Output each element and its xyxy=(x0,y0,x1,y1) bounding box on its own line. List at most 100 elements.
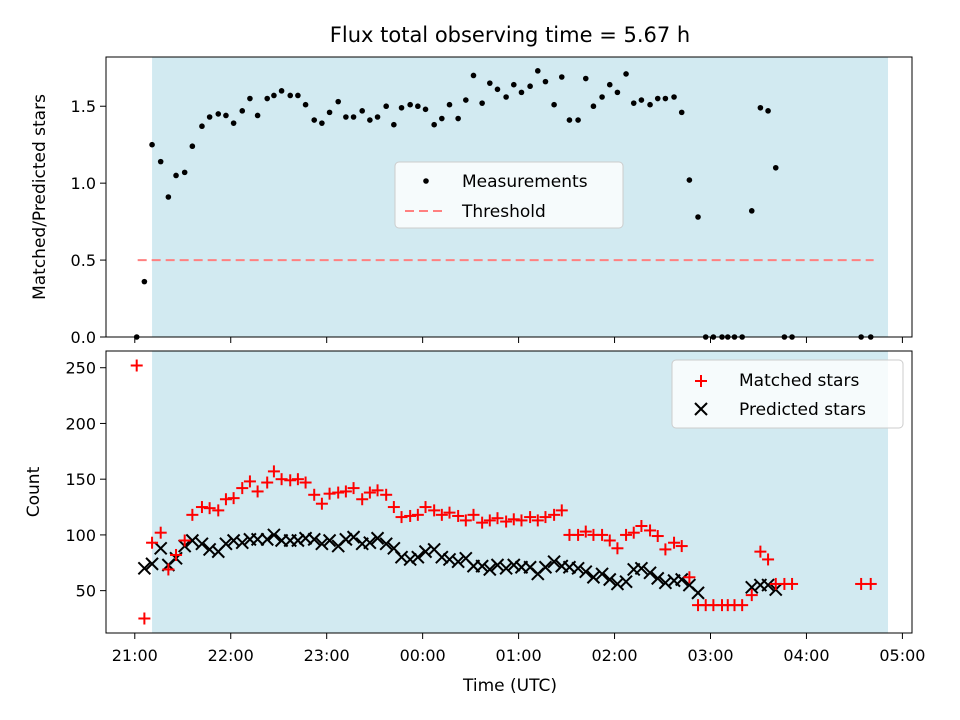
count-points xyxy=(130,359,877,625)
measurement-point xyxy=(319,120,325,126)
measurement-point xyxy=(326,109,333,116)
legend-predicted-label: Predicted stars xyxy=(739,400,866,420)
matched-point xyxy=(754,545,767,558)
matched-point xyxy=(745,589,758,602)
matched-point xyxy=(236,482,249,495)
measurement-point xyxy=(446,101,453,108)
matched-point xyxy=(227,492,240,505)
y-tick-label: 0.5 xyxy=(71,251,96,270)
matched-point xyxy=(507,513,520,526)
y-tick-label: 200 xyxy=(65,414,96,433)
measurement-point xyxy=(374,114,381,120)
legend-measurements-marker xyxy=(423,178,429,184)
predicted-point xyxy=(538,560,553,574)
predicted-point xyxy=(571,561,585,576)
matched-point xyxy=(419,501,432,514)
measurement-point xyxy=(479,100,485,106)
measurement-point xyxy=(295,92,301,99)
predicted-point xyxy=(153,541,168,555)
measurement-point xyxy=(149,141,155,148)
measurement-point xyxy=(678,109,685,116)
predicted-point xyxy=(603,572,617,587)
bottom-legend-box xyxy=(671,359,904,429)
measurement-point xyxy=(654,95,661,102)
x-tick-label: 22:00 xyxy=(208,646,254,665)
y-tick-label: 0.0 xyxy=(71,328,96,347)
matched-point xyxy=(539,511,552,524)
matched-point xyxy=(261,476,274,489)
x-tick-label: 01:00 xyxy=(496,646,542,665)
matched-point xyxy=(548,508,561,521)
matched-point xyxy=(515,514,528,527)
matched-point xyxy=(736,599,749,612)
matched-point xyxy=(762,553,775,566)
top-y-ticks: 0.0 0.5 1.0 1.5 xyxy=(71,97,106,347)
matched-point xyxy=(291,473,304,486)
predicted-point xyxy=(675,572,689,587)
matched-point xyxy=(555,504,568,517)
matched-point xyxy=(339,485,352,498)
measurement-point xyxy=(748,208,755,214)
matched-point xyxy=(203,502,216,515)
predicted-point xyxy=(586,570,601,584)
measurement-point xyxy=(772,164,779,171)
measurements-points xyxy=(133,68,874,340)
measurement-point xyxy=(335,98,342,105)
predicted-point xyxy=(634,561,649,576)
measurement-point xyxy=(638,97,645,103)
measurement-point xyxy=(287,92,294,99)
matched-point xyxy=(452,509,465,522)
legend-matched-marker xyxy=(695,375,707,387)
top-x-ticks xyxy=(134,337,903,343)
measurement-point xyxy=(181,169,188,176)
measurement-point xyxy=(439,115,445,122)
predicted-point xyxy=(658,576,673,590)
measurement-point xyxy=(647,101,653,108)
measurement-point xyxy=(542,78,549,85)
matched-point xyxy=(603,534,616,547)
matched-point xyxy=(186,508,199,521)
legend-matched-label: Matched stars xyxy=(739,371,859,391)
measurement-point xyxy=(558,74,565,80)
predicted-point xyxy=(651,571,665,586)
matched-point xyxy=(572,528,585,541)
measurement-point xyxy=(271,92,277,99)
predicted-point xyxy=(547,554,561,569)
measurement-point xyxy=(695,214,701,220)
measurement-point xyxy=(470,72,477,79)
measurement-point xyxy=(518,89,525,96)
matched-point xyxy=(620,528,633,541)
matched-point xyxy=(668,536,681,549)
predicted-point xyxy=(490,558,505,572)
y-tick-label: 50 xyxy=(76,582,96,601)
matched-point xyxy=(531,514,544,527)
measurement-point xyxy=(671,94,677,100)
matched-point xyxy=(371,484,384,497)
matched-point xyxy=(195,501,208,514)
measurement-point xyxy=(367,117,373,123)
predicted-point xyxy=(137,561,152,576)
predicted-point xyxy=(442,552,457,567)
bottom-y-axis-label: Count xyxy=(24,466,44,517)
measurement-point xyxy=(686,177,693,183)
matched-point xyxy=(459,514,472,527)
x-tick-label: 00:00 xyxy=(400,646,446,665)
measurement-point xyxy=(630,100,637,106)
measurement-point xyxy=(165,194,172,200)
predicted-point xyxy=(260,532,274,547)
matched-point xyxy=(299,476,312,489)
matched-point xyxy=(138,612,151,625)
predicted-point xyxy=(579,564,593,579)
predicted-point xyxy=(235,536,249,550)
predicted-point xyxy=(370,531,385,545)
matched-point xyxy=(243,475,256,488)
matched-point xyxy=(162,563,175,576)
measurement-point xyxy=(383,103,389,110)
matched-point xyxy=(130,359,143,372)
predicted-point xyxy=(219,537,233,551)
matched-point xyxy=(308,488,321,501)
predicted-point xyxy=(291,533,305,548)
measurement-point xyxy=(199,123,205,130)
chart-title: Flux total observing time = 5.67 h xyxy=(330,23,690,47)
matched-point xyxy=(323,487,336,500)
